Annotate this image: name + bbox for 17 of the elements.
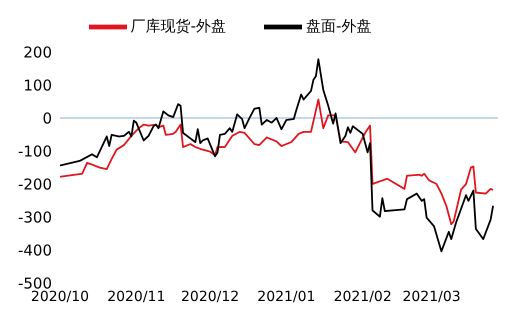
legend-label: 厂库现货-外盘 bbox=[130, 17, 226, 36]
line-series bbox=[60, 58, 494, 252]
x-tick-label: 2020/12 bbox=[181, 288, 240, 305]
y-tick-label: -400 bbox=[18, 241, 52, 260]
x-tick-label: 2021/01 bbox=[257, 288, 316, 305]
x-tick-label: 2020/10 bbox=[30, 288, 90, 305]
y-tick-label: 100 bbox=[23, 76, 52, 94]
line-series bbox=[60, 98, 494, 226]
y-tick-label: -100 bbox=[18, 142, 52, 160]
x-tick-label: 2021/03 bbox=[402, 288, 461, 305]
y-tick-label: 0 bbox=[42, 109, 52, 128]
y-tick-label: -200 bbox=[18, 175, 52, 194]
x-tick-label: 2020/11 bbox=[107, 288, 166, 305]
y-tick-label: -300 bbox=[18, 208, 52, 226]
legend-label: 盘面-外盘 bbox=[306, 17, 372, 36]
y-tick-label: 200 bbox=[23, 43, 52, 62]
x-tick-label: 2021/02 bbox=[334, 288, 392, 305]
